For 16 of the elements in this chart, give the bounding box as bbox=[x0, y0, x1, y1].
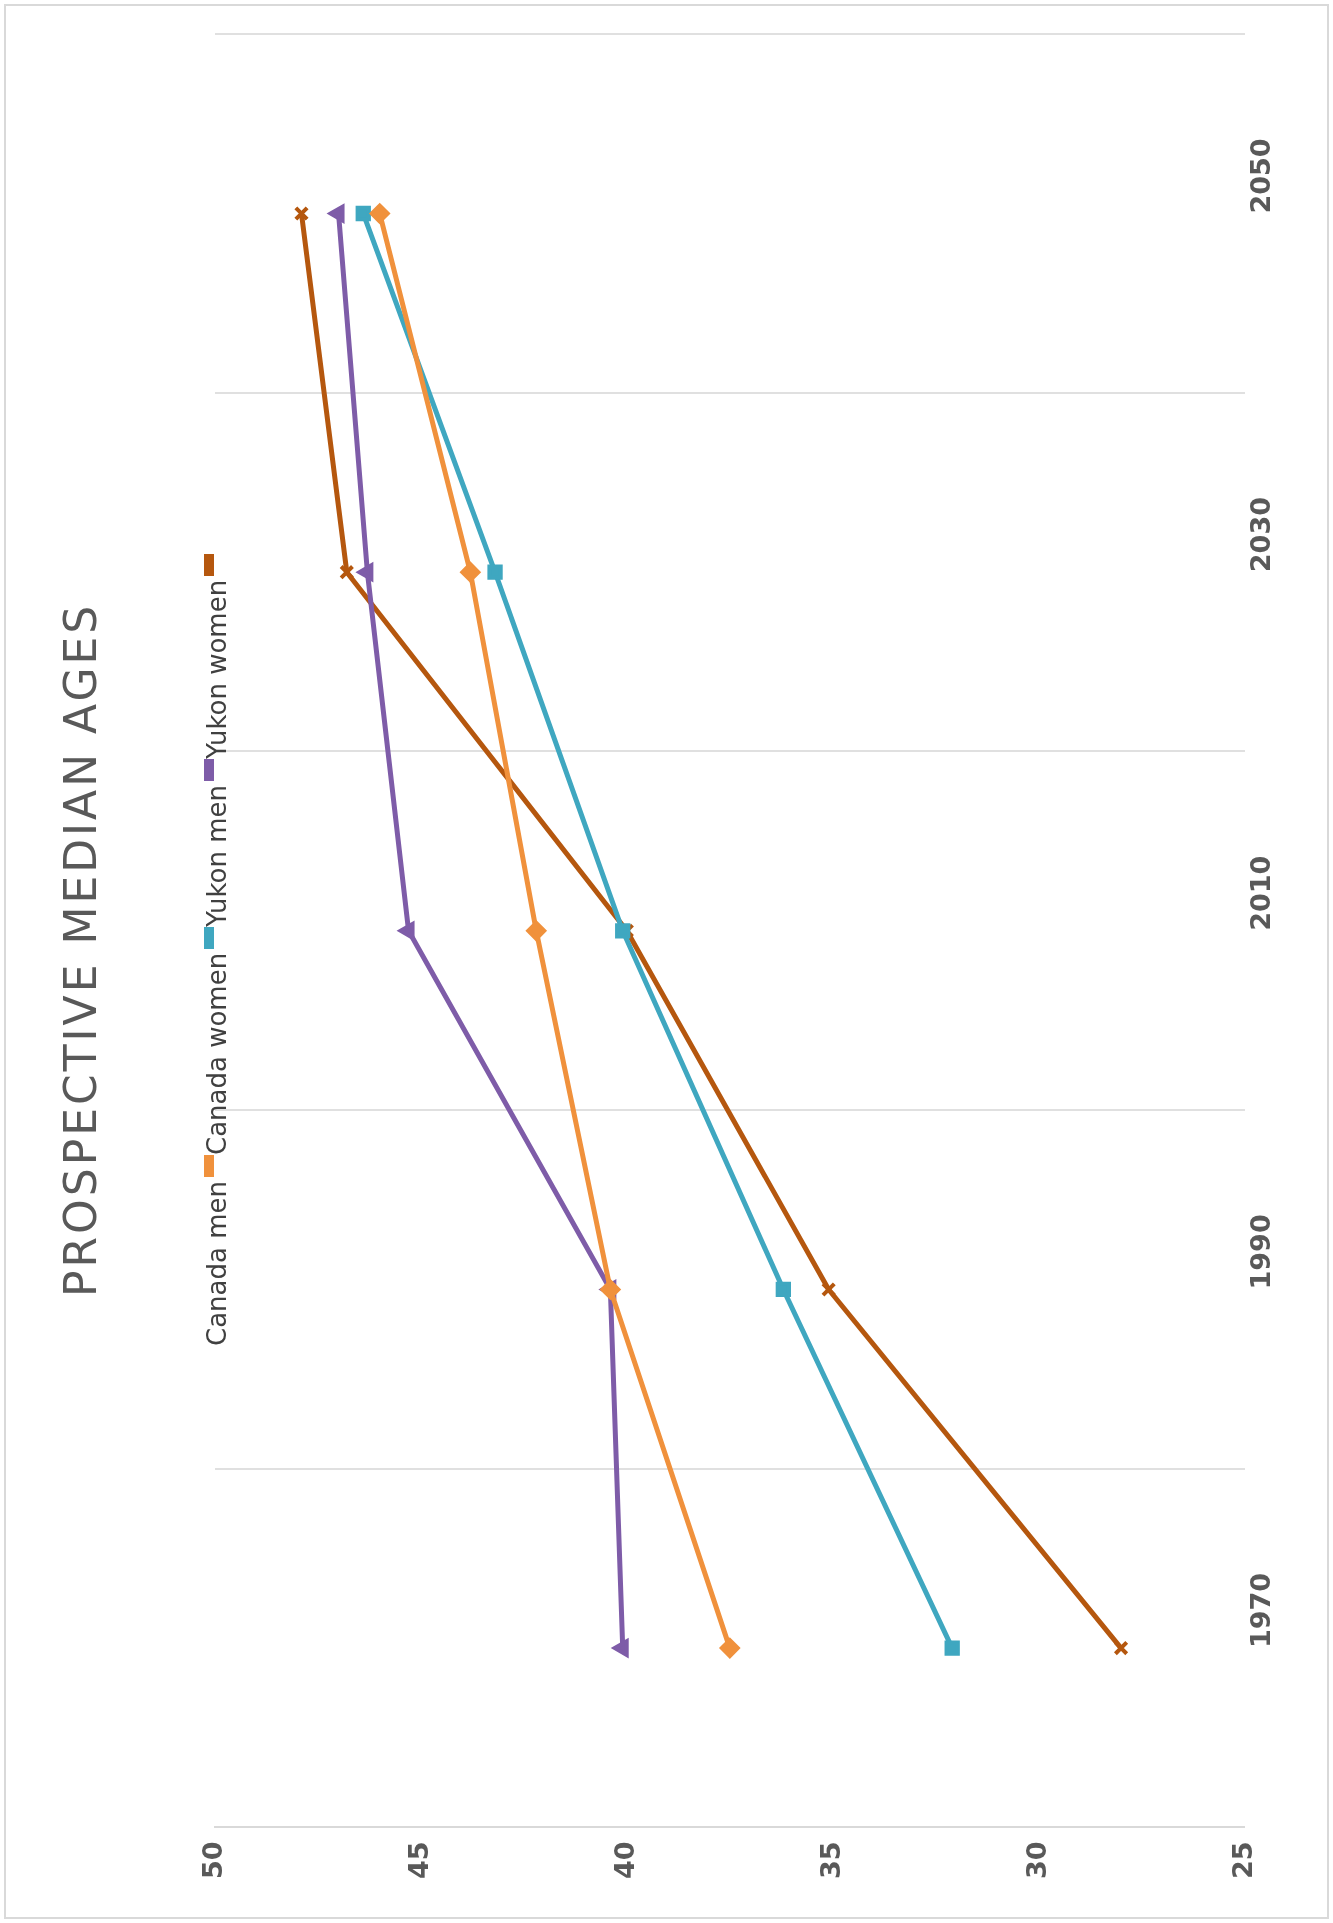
y-tick-label: 1990 bbox=[1244, 1214, 1276, 1290]
x-tick-label: 45 bbox=[402, 1841, 434, 1879]
x-tick-label: 30 bbox=[1020, 1841, 1052, 1879]
x-tick-label: 25 bbox=[1226, 1841, 1258, 1879]
legend-label: Canada women bbox=[202, 952, 232, 1156]
x-tick-label: 50 bbox=[197, 1841, 229, 1879]
y-tick-label: 1970 bbox=[1244, 1572, 1276, 1649]
y-tick-label: 2010 bbox=[1244, 855, 1276, 931]
y-tick-label: 2050 bbox=[1244, 138, 1276, 214]
x-tick-label: 40 bbox=[608, 1841, 640, 1879]
y-tick-label: 2030 bbox=[1244, 497, 1276, 573]
legend-label: Canada men bbox=[202, 1181, 232, 1347]
legend-label: Yukon men bbox=[202, 784, 232, 927]
x-tick-label: 35 bbox=[814, 1841, 846, 1879]
legend-label: Yukon women bbox=[202, 579, 232, 759]
text: PROSPECTIVE MEDIAN AGES bbox=[55, 601, 106, 1300]
